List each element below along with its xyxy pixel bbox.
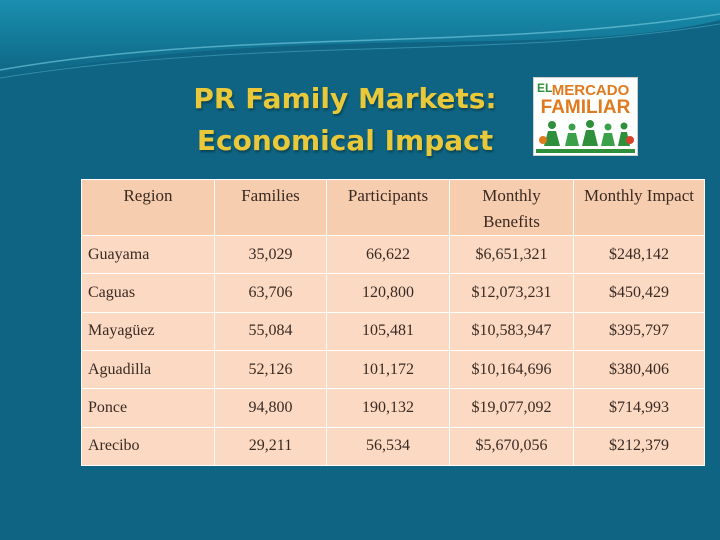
cell-region: Caguas xyxy=(81,273,215,313)
table-header-row: Region Families Participants Monthly Ben… xyxy=(81,179,705,236)
cell-monthly-benefits: $19,077,092 xyxy=(449,388,574,428)
cell-monthly-impact: $450,429 xyxy=(573,273,705,313)
cell-participants: 101,172 xyxy=(326,349,450,390)
cell-monthly-impact: $380,406 xyxy=(573,349,705,390)
cell-participants: 56,534 xyxy=(326,426,450,467)
header-participants: Participants xyxy=(326,179,450,236)
cell-region: Aguadilla xyxy=(81,349,215,390)
table-row: Caguas 63,706 120,800 $12,073,231 $450,4… xyxy=(81,273,705,313)
cell-region: Arecibo xyxy=(81,426,215,467)
cell-monthly-benefits: $6,651,321 xyxy=(449,234,574,275)
economic-impact-table: Region Families Participants Monthly Ben… xyxy=(81,179,705,467)
cell-monthly-impact: $248,142 xyxy=(573,234,705,275)
cell-participants: 190,132 xyxy=(326,388,450,428)
logo-tagline-bar xyxy=(536,149,635,153)
cell-families: 52,126 xyxy=(214,349,327,390)
table-row: Arecibo 29,211 56,534 $5,670,056 $212,37… xyxy=(81,426,705,467)
cell-monthly-impact: $714,993 xyxy=(573,388,705,428)
header-families: Families xyxy=(214,179,327,236)
cell-families: 94,800 xyxy=(214,388,327,428)
table-row: Mayagüez 55,084 105,481 $10,583,947 $395… xyxy=(81,311,705,351)
logo-prefix: EL xyxy=(537,81,553,95)
cell-families: 55,084 xyxy=(214,311,327,351)
cell-participants: 105,481 xyxy=(326,311,450,351)
cell-participants: 120,800 xyxy=(326,273,450,313)
header-monthly-benefits: Monthly Benefits xyxy=(449,179,574,236)
slide-title: PR Family Markets: Economical Impact xyxy=(160,78,530,162)
header-region: Region xyxy=(81,179,215,236)
cell-monthly-benefits: $5,670,056 xyxy=(449,426,574,467)
cell-region: Ponce xyxy=(81,388,215,428)
header-monthly-impact: Monthly Impact xyxy=(573,179,705,236)
cell-monthly-impact: $395,797 xyxy=(573,311,705,351)
cell-monthly-benefits: $12,073,231 xyxy=(449,273,574,313)
table-row: Guayama 35,029 66,622 $6,651,321 $248,14… xyxy=(81,234,705,275)
cell-region: Guayama xyxy=(81,234,215,275)
title-line-1: PR Family Markets: xyxy=(193,82,497,115)
table-row: Ponce 94,800 190,132 $19,077,092 $714,99… xyxy=(81,388,705,428)
logo-word-1: MERCADO xyxy=(551,82,630,99)
cell-families: 29,211 xyxy=(214,426,327,467)
cell-monthly-benefits: $10,583,947 xyxy=(449,311,574,351)
table-row: Aguadilla 52,126 101,172 $10,164,696 $38… xyxy=(81,349,705,390)
cell-region: Mayagüez xyxy=(81,311,215,351)
mercado-familiar-logo: EL MERCADO FAMILIAR xyxy=(533,77,638,156)
cell-monthly-benefits: $10,164,696 xyxy=(449,349,574,390)
logo-word-2: FAMILIAR xyxy=(540,97,631,118)
people-icon xyxy=(539,120,634,146)
cell-families: 35,029 xyxy=(214,234,327,275)
cell-monthly-impact: $212,379 xyxy=(573,426,705,467)
cell-participants: 66,622 xyxy=(326,234,450,275)
title-line-2: Economical Impact xyxy=(196,124,494,157)
cell-families: 63,706 xyxy=(214,273,327,313)
